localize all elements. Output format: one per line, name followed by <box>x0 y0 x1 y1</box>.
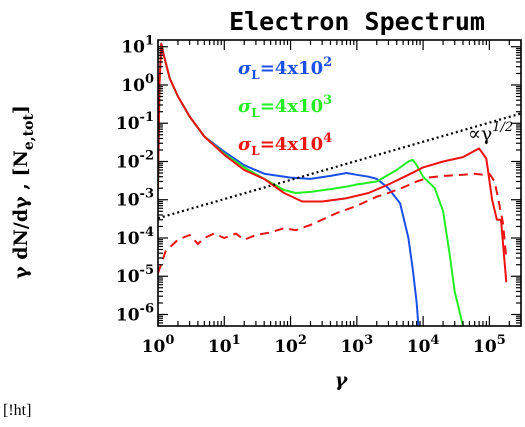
plot-frame <box>157 39 522 327</box>
series-line-0 <box>158 42 420 326</box>
series-line-3 <box>158 172 508 274</box>
series-line-2 <box>158 42 508 283</box>
x-tick-label-1: 101 <box>208 333 241 357</box>
legend: σL=4x102 σL=4x103 σL=4x104 <box>238 55 332 158</box>
y-tick-label-0: 101 <box>121 34 154 58</box>
legend-entry-2: σL=4x104 <box>238 131 332 158</box>
y-axis-label: γ dN/dγ , [Ne,tot] <box>10 105 37 279</box>
chart-title: Electron Spectrum <box>229 7 485 36</box>
power-law-annotation: ∝γ1/2 <box>468 120 513 145</box>
series-line-1 <box>158 42 464 326</box>
legend-entry-1: σL=4x103 <box>238 93 332 120</box>
x-tick-label-5: 105 <box>473 333 506 357</box>
annotation-text: ∝γ <box>468 123 492 145</box>
y-tick-label-1: 100 <box>121 72 154 96</box>
axis-ticks <box>157 40 522 327</box>
legend-entry-0: σL=4x102 <box>238 55 332 82</box>
electron-spectrum-chart: Electron Spectrum 100 101 102 103 104 1051011… <box>10 7 522 391</box>
annotation-exp: 1/2 <box>492 120 513 135</box>
y-tick-label-3: 10-2 <box>116 148 154 172</box>
x-tick-label-0: 100 <box>142 333 175 357</box>
x-tick-label-3: 103 <box>340 333 373 357</box>
y-axis-label-close: ] <box>10 105 32 114</box>
series-line-4 <box>158 112 521 220</box>
figure-caption: [!ht] <box>3 402 32 419</box>
plot-area <box>158 42 521 326</box>
y-tick-label-4: 10-3 <box>116 187 154 211</box>
y-tick-label-6: 10-5 <box>116 263 154 287</box>
x-tick-label-4: 104 <box>407 333 440 357</box>
y-axis-label-sub: e,tot <box>21 114 37 151</box>
tick-labels: 100 101 102 103 104 105 101 100 10-1 10-2 10-3 10-4… <box>116 34 506 357</box>
y-tick-label-5: 10-4 <box>116 225 154 249</box>
x-tick-label-2: 102 <box>274 333 307 357</box>
y-tick-label-7: 10-6 <box>116 301 154 325</box>
y-axis-label-main: γ dN/dγ , [N <box>10 150 32 279</box>
y-tick-label-2: 10-1 <box>116 110 154 134</box>
x-axis-label: γ <box>335 369 349 391</box>
